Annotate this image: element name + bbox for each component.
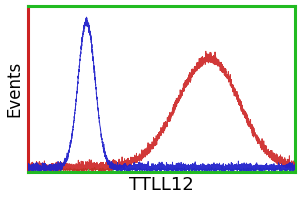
Y-axis label: Events: Events <box>5 61 23 117</box>
X-axis label: TTLL12: TTLL12 <box>129 176 194 194</box>
